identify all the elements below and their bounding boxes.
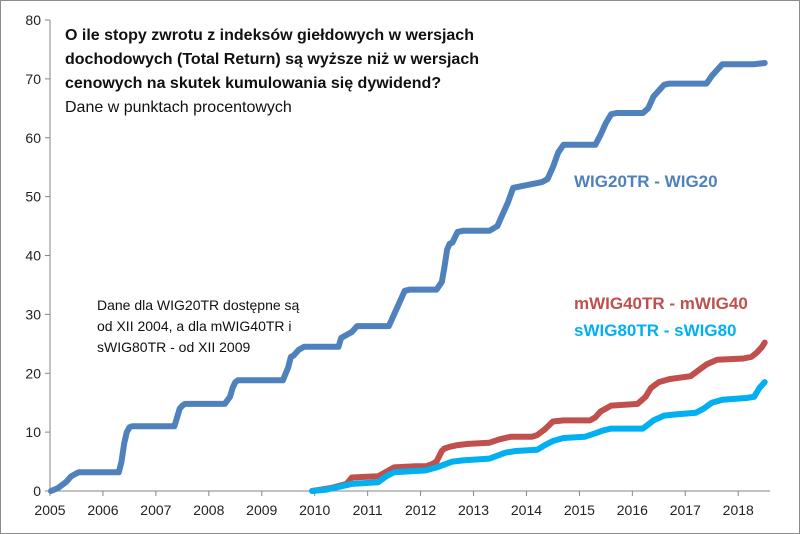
series-line-wig20	[48, 60, 768, 494]
x-tick-label: 2012	[405, 502, 436, 518]
x-tick-label: 2009	[246, 502, 277, 518]
axes	[45, 19, 770, 496]
y-tick-label: 30	[25, 306, 41, 322]
series-label-wig20: WIG20TR - WIG20	[574, 172, 718, 191]
chart-title-line-1: O ile stopy zwrotu z indeksów giełdowych…	[65, 27, 474, 44]
y-tick-label: 80	[25, 12, 41, 28]
x-tick-label: 2007	[140, 502, 171, 518]
x-tick-label: 2006	[87, 502, 118, 518]
x-tick-label: 2010	[299, 502, 330, 518]
data-note-line-3: sWIG80TR - od XII 2009	[97, 339, 250, 355]
y-tick-label: 50	[25, 189, 41, 205]
y-tick-label: 60	[25, 130, 41, 146]
chart-subtitle: Dane w punktach procentowych	[65, 99, 292, 116]
x-tick-label: 2014	[511, 502, 542, 518]
chart-title-line-2: dochodowych (Total Return) są wyższe niż…	[65, 51, 479, 68]
y-tick-label: 10	[25, 424, 41, 440]
series-line-swig80	[309, 379, 768, 494]
y-tick-labels: 0 10 20 30 40 50 60 70 80	[25, 12, 41, 499]
x-tick-label: 2017	[670, 502, 701, 518]
x-tick-label: 2016	[617, 502, 648, 518]
x-tick-label: 2011	[353, 502, 383, 518]
series-line-mwig40	[309, 339, 768, 494]
y-tick-label: 70	[25, 71, 41, 87]
series-label-mwig40: mWIG40TR - mWIG40	[574, 294, 748, 313]
x-tick-label: 2015	[564, 502, 595, 518]
x-tick-label: 2013	[458, 502, 489, 518]
x-tick-label: 2008	[193, 502, 224, 518]
series-lines	[48, 60, 768, 494]
x-tick-label: 2005	[34, 502, 65, 518]
y-tick-label: 40	[25, 248, 41, 264]
x-tick-label: 2018	[723, 502, 754, 518]
y-tick-label: 20	[25, 365, 41, 381]
chart-title-line-3: cenowych na skutek kumulowania się dywid…	[65, 75, 441, 92]
series-label-swig80: sWIG80TR - sWIG80	[574, 321, 736, 340]
data-note-line-1: Dane dla WIG20TR dostępne są	[97, 297, 300, 313]
x-tick-labels: 2005 2006 2007 2008 2009 2010 2011 2012 2013 2014…	[34, 502, 754, 518]
data-note-line-2: od XII 2004, a dla mWIG40TR i	[97, 318, 292, 334]
y-tick-label: 0	[33, 483, 41, 499]
